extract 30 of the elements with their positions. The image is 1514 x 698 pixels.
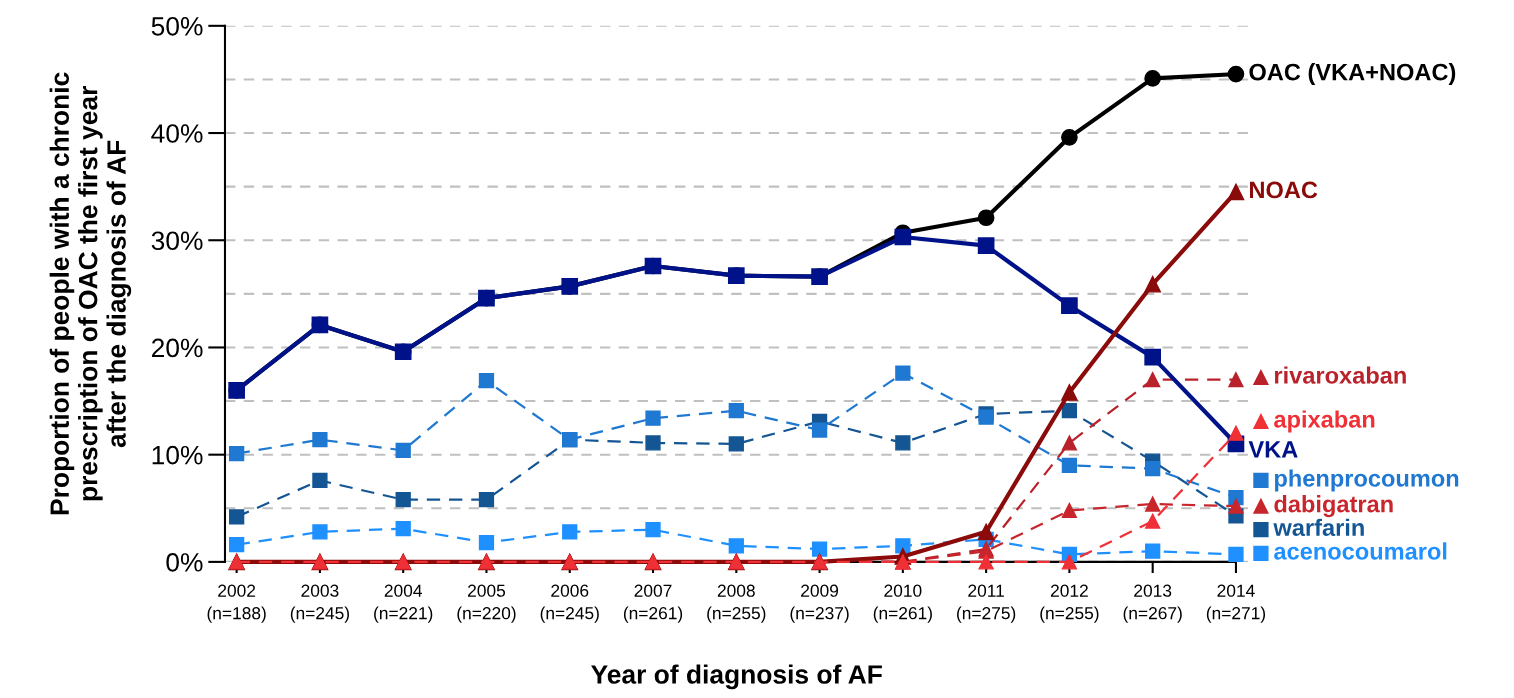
x-tick-label: 2008 (n=255): [707, 584, 766, 623]
x-tick-label: 2012 (n=255): [1040, 584, 1099, 623]
y-tick-label: 10%: [152, 445, 203, 465]
y-tick-label: 40%: [151, 124, 203, 143]
series-label: OAC (VKA+NOAC): [1249, 63, 1456, 86]
series-label: NOAC: [1250, 181, 1318, 199]
x-tick-label: 2010 (n=261): [873, 584, 932, 623]
x-tick-label: 2011 (n=275): [957, 584, 1016, 623]
x-tick-label: 2014 (n=271): [1206, 584, 1266, 623]
x-tick-label: 2004 (n=221): [374, 584, 433, 623]
x-tick-label: 2009 (n=237): [790, 584, 849, 623]
x-tick-label: 2002 (n=188): [207, 584, 266, 623]
y-tick-label: 0%: [166, 553, 203, 572]
y-tick-label: 30%: [151, 231, 203, 251]
legend-label: phenprocoumon: [1274, 469, 1459, 492]
legend-label: apixaban: [1274, 410, 1375, 433]
x-tick-label: 2006 (n=245): [540, 584, 599, 623]
y-tick-label: 50%: [151, 16, 203, 36]
y-tick-label: 20%: [151, 338, 203, 358]
series-label: VKA: [1248, 441, 1298, 458]
legend-label: warfarin: [1273, 518, 1364, 537]
x-tick-label: 2005 (n=220): [457, 584, 516, 623]
x-tick-label: 2007 (n=261): [623, 584, 683, 623]
legend-label: dabigatran: [1274, 495, 1393, 518]
x-tick-label: 2013 (n=267): [1123, 584, 1182, 623]
x-axis-title: Year of diagnosis of AF: [591, 664, 882, 690]
legend-label: rivaroxaban: [1274, 366, 1406, 384]
y-axis-title: Proportion of people with a chronic prescription of OAC the first year after the diagnosis of AF: [49, 72, 132, 515]
legend-label: acenocoumarol: [1274, 542, 1447, 560]
x-tick-label: 2003 (n=245): [290, 584, 349, 623]
